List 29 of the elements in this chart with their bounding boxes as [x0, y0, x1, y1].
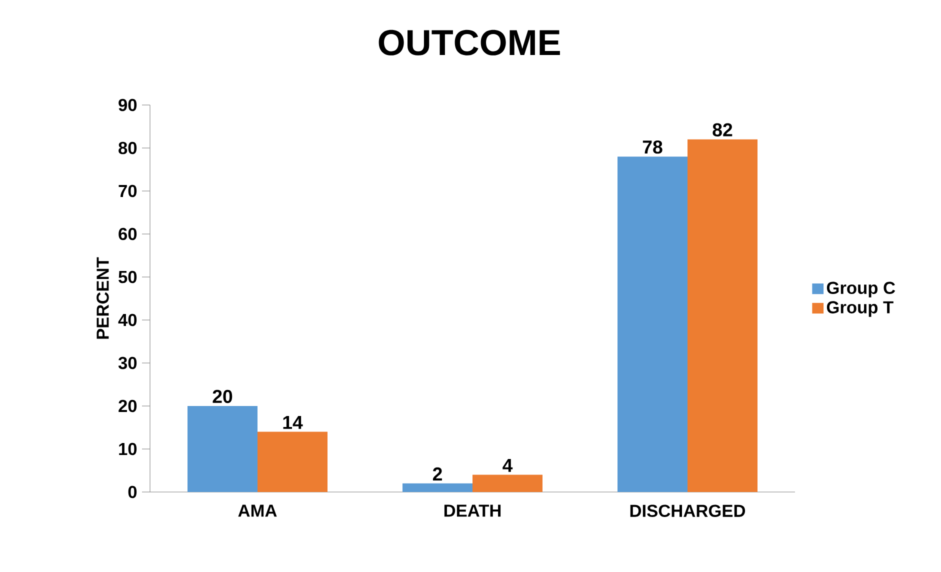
y-tick-label: 50 [118, 270, 137, 284]
bar [402, 483, 473, 492]
y-tick-label: 20 [118, 400, 137, 412]
x-tick-label: DISCHARGED [630, 504, 746, 517]
x-tick-label: DEATH [444, 504, 501, 517]
data-label: 14 [283, 416, 303, 429]
y-tick-label: 40 [118, 314, 137, 326]
data-label: 20 [212, 390, 232, 404]
y-axis-title: PERCENT [96, 257, 109, 339]
legend-label: Group C [826, 282, 896, 298]
bar [618, 156, 688, 492]
y-tick-label: 70 [118, 184, 137, 198]
data-label: 82 [712, 123, 732, 136]
y-tick-label: 10 [119, 442, 137, 456]
data-label: 4 [502, 459, 513, 472]
y-tick-label: 90 [118, 98, 137, 112]
y-tick-label: 80 [118, 142, 137, 154]
bar [688, 139, 758, 492]
legend-label: Group T [826, 301, 894, 317]
y-tick-label: 30 [118, 356, 137, 370]
y-tick-label: 0 [128, 486, 137, 498]
bar [258, 432, 328, 492]
y-tick-label: 60 [118, 228, 137, 240]
data-label: 2 [432, 467, 442, 480]
bar [472, 474, 543, 492]
x-tick-label: AMA [238, 504, 277, 517]
chart-title: OUTCOME [378, 30, 560, 56]
bar [188, 406, 258, 492]
data-label: 78 [642, 140, 662, 154]
